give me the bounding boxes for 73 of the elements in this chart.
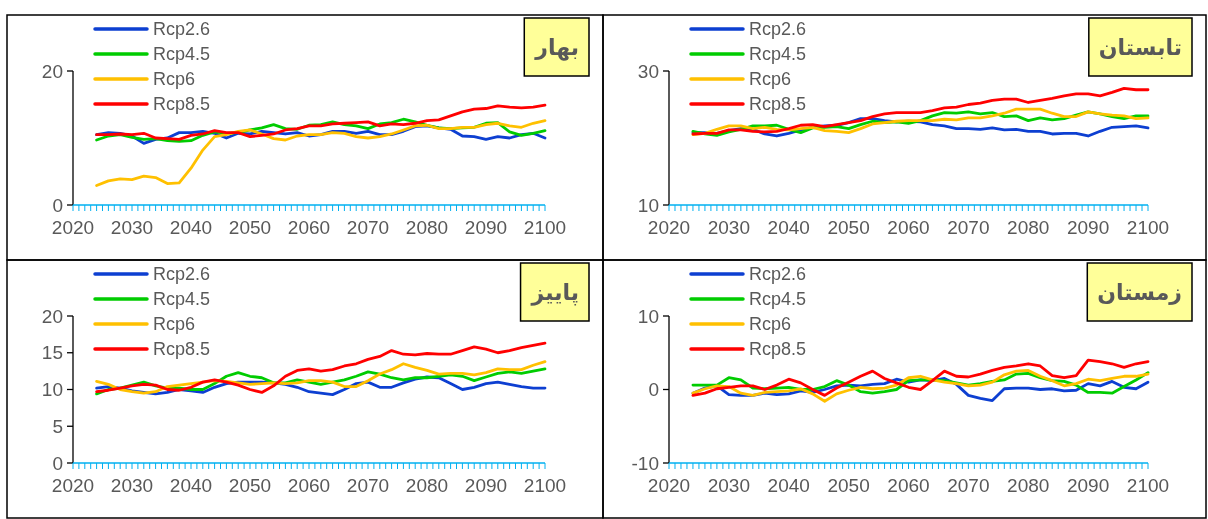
y-tick-label: 0 — [52, 194, 63, 216]
chart-title: تابستان — [1098, 34, 1182, 60]
legend-label: Rcp4.5 — [153, 289, 211, 309]
x-tick-label: 2050 — [228, 475, 272, 496]
legend-label: Rcp2.6 — [749, 264, 807, 284]
legend-label: Rcp8.5 — [749, 94, 807, 114]
x-tick-label: 2040 — [169, 217, 213, 238]
x-tick-label: 2040 — [767, 475, 810, 496]
x-tick-label: 2080 — [1007, 475, 1050, 496]
legend-label: Rcp4.5 — [749, 289, 807, 309]
chart-title: زمستان — [1097, 279, 1182, 305]
chart-title: بهار — [534, 34, 579, 61]
legend-label: Rcp2.6 — [153, 19, 211, 39]
y-tick-label: 30 — [637, 60, 659, 82]
x-tick-label: 2100 — [1126, 475, 1170, 496]
x-tick-label: 2030 — [110, 217, 154, 238]
legend-label: Rcp6 — [749, 69, 792, 89]
legend-label: Rcp4.5 — [153, 44, 211, 64]
x-tick-label: 2020 — [51, 475, 95, 496]
line-series — [691, 87, 1150, 136]
x-tick-label: 2100 — [523, 217, 567, 238]
x-tick-label: 2020 — [51, 217, 95, 238]
x-tick-label: 2090 — [464, 217, 508, 238]
y-tick-label: 15 — [41, 342, 63, 364]
y-tick-label: 20 — [41, 60, 63, 82]
x-tick-label: 2070 — [947, 475, 990, 496]
x-tick-label: 2100 — [523, 475, 567, 496]
line-series — [95, 119, 547, 187]
line-series — [691, 368, 1150, 403]
x-tick-label: 2060 — [287, 217, 331, 238]
x-tick-label: 2060 — [887, 475, 930, 496]
x-tick-label: 2020 — [647, 475, 691, 496]
x-tick-label: 2060 — [287, 475, 331, 496]
legend-label: Rcp2.6 — [749, 19, 807, 39]
x-tick-label: 2020 — [647, 217, 691, 238]
x-tick-label: 2070 — [947, 217, 990, 238]
y-tick-label: 10 — [637, 194, 659, 216]
legend-label: Rcp8.5 — [153, 94, 211, 114]
x-tick-label: 2040 — [169, 475, 213, 496]
legend-label: Rcp6 — [153, 69, 196, 89]
legend-label: Rcp6 — [153, 314, 196, 334]
y-tick-label: 10 — [637, 305, 659, 327]
x-tick-label: 2050 — [827, 217, 870, 238]
legend-label: Rcp4.5 — [749, 44, 807, 64]
legend-label: Rcp2.6 — [153, 264, 211, 284]
legend-label: Rcp6 — [749, 314, 792, 334]
chart-title: پاییز — [530, 279, 579, 306]
x-tick-label: 2080 — [405, 217, 449, 238]
x-tick-label: 2030 — [110, 475, 154, 496]
y-tick-label: 5 — [52, 415, 63, 437]
y-tick-label: 10 — [41, 379, 63, 400]
x-tick-label: 2030 — [707, 475, 751, 496]
x-tick-label: 2050 — [228, 217, 272, 238]
x-tick-label: 2060 — [887, 217, 930, 238]
x-tick-label: 2090 — [464, 475, 508, 496]
y-tick-label: 0 — [648, 379, 659, 400]
legend-label: Rcp8.5 — [153, 339, 211, 359]
y-tick-label: -10 — [631, 452, 659, 474]
y-tick-label: 20 — [41, 305, 63, 327]
y-tick-label: 0 — [52, 452, 63, 474]
x-tick-label: 2040 — [767, 217, 810, 238]
x-tick-label: 2100 — [1126, 217, 1170, 238]
x-tick-label: 2090 — [1066, 475, 1110, 496]
x-tick-label: 2030 — [707, 217, 751, 238]
line-series — [691, 358, 1150, 397]
x-tick-label: 2050 — [827, 475, 870, 496]
x-tick-label: 2080 — [405, 475, 449, 496]
line-series — [95, 341, 547, 394]
x-tick-label: 2090 — [1066, 217, 1110, 238]
legend-label: Rcp8.5 — [749, 339, 807, 359]
x-tick-label: 2070 — [346, 475, 390, 496]
x-tick-label: 2070 — [346, 217, 390, 238]
x-tick-label: 2080 — [1007, 217, 1050, 238]
